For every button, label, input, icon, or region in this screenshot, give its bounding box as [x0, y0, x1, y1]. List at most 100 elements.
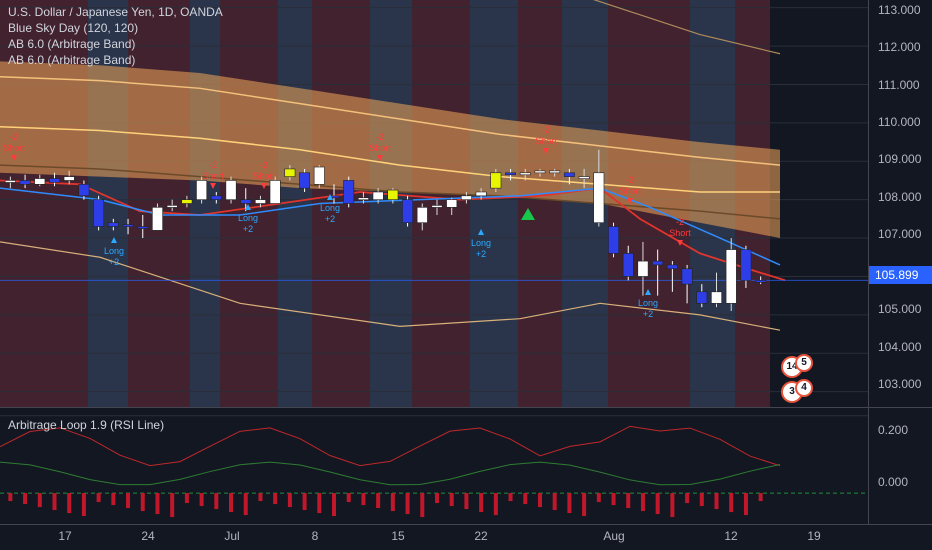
long-plus-label: +2	[109, 257, 119, 267]
rsi-histogram-bar	[390, 493, 395, 512]
candle-body	[593, 172, 605, 223]
time-tick: 8	[311, 529, 319, 543]
price-tick: 112.000	[878, 40, 921, 54]
rsi-histogram-bar	[229, 493, 234, 513]
rsi-histogram-bar	[685, 493, 690, 504]
candle-body	[460, 195, 472, 200]
candle-body	[505, 172, 516, 176]
candle-body	[725, 249, 737, 304]
candle-body	[372, 191, 384, 200]
rsi-histogram-bar	[155, 493, 160, 515]
rsi-histogram-bar	[493, 493, 498, 516]
candle-body	[387, 189, 399, 200]
rsi-histogram-bar	[567, 493, 572, 514]
rsi-histogram-bar	[170, 493, 175, 518]
candle-body	[107, 222, 119, 227]
time-axis[interactable]	[0, 524, 932, 550]
price-tick: 110.000	[878, 115, 921, 129]
rsi-histogram-bar	[287, 493, 292, 508]
long-plus-label: +2	[325, 214, 335, 224]
event-badge-jp[interactable]: 3	[783, 383, 801, 401]
price-tick: 108.000	[878, 190, 922, 204]
short-arrow-icon	[377, 155, 383, 161]
candle-body	[269, 180, 281, 204]
candle-body	[63, 176, 75, 181]
symbol-title[interactable]: U.S. Dollar / Japanese Yen, 1D, OANDA	[8, 5, 223, 19]
candle-body	[240, 199, 252, 204]
rsi-histogram-bar	[523, 493, 528, 505]
short-arrow-icon	[261, 183, 267, 189]
event-badge-count[interactable]: 5	[797, 356, 811, 370]
rsi-histogram-bar	[96, 493, 101, 503]
price-tick: 104.000	[878, 340, 922, 354]
candle-body	[137, 226, 149, 229]
rsi-histogram-bar	[508, 493, 513, 502]
long-arrow-icon	[327, 194, 333, 200]
rsi-histogram-bar	[140, 493, 145, 512]
pane-separator[interactable]	[0, 407, 932, 408]
rsi-histogram-bar	[376, 493, 381, 509]
price-tick: 109.000	[878, 152, 922, 166]
rsi-histogram-bar	[464, 493, 469, 510]
indicator-arbitrage-band-2[interactable]: AB 6.0 (Arbitrage Band)	[8, 53, 136, 67]
rsi-histogram-bar	[582, 493, 587, 517]
short-signal-label: Short	[202, 171, 224, 181]
price-chart[interactable]: -2Short-2Short-2Short-2Short-2Short-2Sho…	[0, 0, 932, 407]
regime-stripe	[190, 0, 220, 407]
rsi-histogram-bar	[8, 493, 13, 502]
candle-body	[475, 191, 487, 197]
indicator-blue-sky-day[interactable]: Blue Sky Day (120, 120)	[8, 21, 139, 35]
indicator-arbitrage-band-1[interactable]: AB 6.0 (Arbitrage Band)	[8, 37, 136, 51]
rsi-histogram-bar	[258, 493, 263, 502]
rsi-tick: 0.200	[878, 423, 909, 437]
candle-body	[622, 253, 634, 277]
rsi-histogram-bar	[699, 493, 704, 507]
short-arrow-icon	[677, 240, 683, 246]
rsi-histogram-bar	[361, 493, 366, 506]
rsi-histogram-bar	[449, 493, 454, 507]
rsi-histogram-bar	[317, 493, 322, 514]
candle-body	[49, 178, 60, 183]
rsi-histogram-bar	[537, 493, 542, 508]
short-signal-label: Short	[619, 186, 641, 196]
rsi-histogram-bar	[405, 493, 410, 515]
band-line	[0, 125, 780, 193]
candle-body	[93, 199, 105, 227]
time-tick: Jul	[224, 529, 240, 543]
candle-body	[431, 205, 443, 208]
long-signal-label: Long	[471, 238, 491, 248]
rsi-histogram-bar	[346, 493, 351, 503]
candle-body	[196, 180, 208, 200]
rsi-histogram-bar	[434, 493, 439, 504]
short-arrow-icon	[11, 155, 17, 161]
last-price-label[interactable]: 105.899	[869, 266, 932, 284]
candle-body	[416, 207, 428, 223]
rsi-histogram-bar	[611, 493, 616, 506]
rsi-histogram-bar	[37, 493, 42, 508]
price-axis-border	[868, 0, 869, 524]
rsi-legend[interactable]: Arbitrage Loop 1.9 (RSI Line)	[8, 418, 165, 432]
blue-ma-line	[0, 187, 781, 266]
rsi-pane[interactable]	[0, 408, 932, 524]
rsi-tick: 0.000	[878, 475, 909, 489]
rsi-histogram-bar	[596, 493, 601, 503]
regime-stripe	[518, 0, 562, 407]
price-tick: 105.000	[878, 302, 922, 316]
candle-body	[402, 199, 414, 223]
long-plus-label: +2	[643, 309, 653, 319]
candle-body	[313, 166, 325, 185]
event-badge-us[interactable]: 14	[783, 358, 801, 376]
rsi-histogram-bar	[23, 493, 28, 505]
event-badge-count[interactable]: 4	[797, 381, 811, 395]
regime-stripe	[470, 0, 518, 407]
time-tick: 19	[807, 529, 821, 543]
rsi-histogram-bar	[302, 493, 307, 511]
short-minus-label: -2	[260, 160, 268, 170]
candle-body	[740, 249, 752, 281]
arbitrage-band-fill	[0, 61, 780, 239]
outer-band-upper	[593, 0, 781, 55]
price-tick: 111.000	[878, 78, 920, 92]
candle-body	[534, 170, 546, 174]
candle-body	[122, 224, 134, 227]
candle-body	[681, 268, 693, 285]
